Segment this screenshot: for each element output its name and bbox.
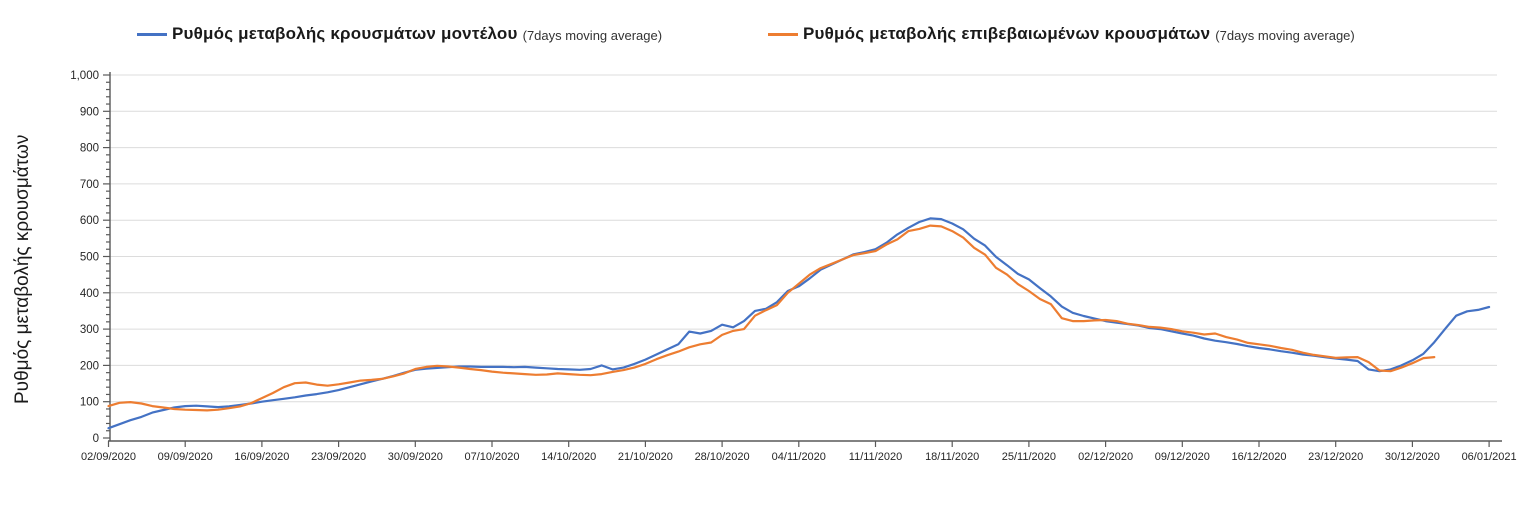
x-tick-label: 04/11/2020 xyxy=(772,451,826,463)
legend-suffix-model: (7days moving average) xyxy=(522,28,663,43)
legend-suffix-confirmed: (7days moving average) xyxy=(1215,28,1355,43)
y-tick-label: 300 xyxy=(80,324,99,336)
x-tick-label: 21/10/2020 xyxy=(618,451,673,463)
y-tick-label: 900 xyxy=(80,106,99,118)
x-tick-label: 16/12/2020 xyxy=(1231,451,1286,463)
y-tick-label: 600 xyxy=(80,215,99,227)
x-tick-label: 02/09/2020 xyxy=(81,451,136,463)
y-tick-label: 200 xyxy=(80,360,99,372)
legend-label-confirmed: Ρυθμός μεταβολής επιβεβαιωμένων κρουσμάτ… xyxy=(803,24,1211,43)
x-tick-label: 09/09/2020 xyxy=(158,451,213,463)
x-tick-label: 18/11/2020 xyxy=(925,451,979,463)
series-line-model xyxy=(107,217,1491,430)
x-tick-label: 23/12/2020 xyxy=(1308,451,1363,463)
series-line-confirmed xyxy=(107,224,1436,412)
legend-item-model: Ρυθμός μεταβολής κρουσμάτων μοντέλου (7d… xyxy=(137,24,662,44)
x-tick-label: 02/12/2020 xyxy=(1078,451,1133,463)
legend-item-confirmed: Ρυθμός μεταβολής επιβεβαιωμένων κρουσμάτ… xyxy=(768,24,1355,44)
x-tick-label: 09/12/2020 xyxy=(1155,451,1210,463)
x-tick-label: 30/09/2020 xyxy=(388,451,443,463)
y-tick-label: 500 xyxy=(80,252,99,264)
x-tick-label: 07/10/2020 xyxy=(464,451,519,463)
y-tick-label: 100 xyxy=(80,397,99,409)
x-tick-label: 14/10/2020 xyxy=(541,451,596,463)
x-tick-label: 25/11/2020 xyxy=(1002,451,1056,463)
legend-line-swatch-orange xyxy=(768,32,798,36)
y-tick-label: 0 xyxy=(93,433,99,445)
x-tick-label: 30/12/2020 xyxy=(1385,451,1440,463)
legend-line-swatch-blue xyxy=(137,32,167,36)
y-tick-label: 800 xyxy=(80,143,99,155)
x-tick-label: 16/09/2020 xyxy=(234,451,289,463)
y-tick-label: 1,000 xyxy=(70,70,99,82)
y-tick-label: 400 xyxy=(80,288,99,300)
x-tick-label: 06/01/2021 xyxy=(1462,451,1517,463)
x-tick-label: 23/09/2020 xyxy=(311,451,366,463)
legend-label-model: Ρυθμός μεταβολής κρουσμάτων μοντέλου xyxy=(172,24,518,43)
x-tick-label: 11/11/2020 xyxy=(849,451,902,463)
y-tick-label: 700 xyxy=(80,179,99,191)
x-tick-label: 28/10/2020 xyxy=(695,451,750,463)
